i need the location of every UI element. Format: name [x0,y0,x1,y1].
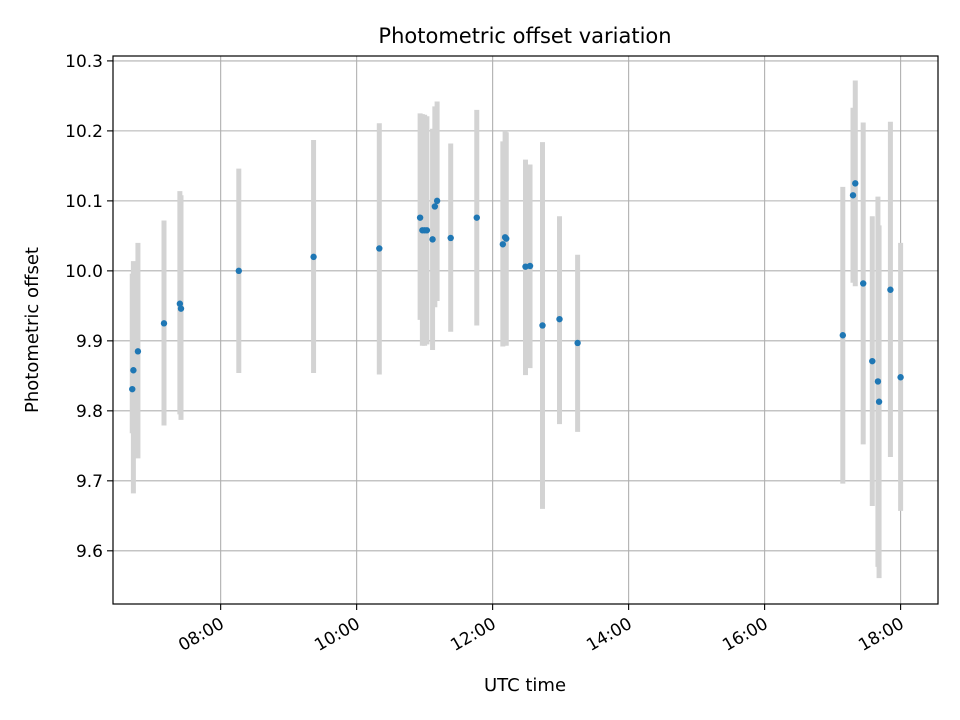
data-point [433,197,441,205]
data-point [875,398,883,405]
data-point [887,286,894,293]
y-tick-label: 10.3 [65,52,103,72]
data-point [416,214,424,221]
data-point [235,267,242,275]
data-point [310,253,317,261]
y-tick-label: 10.2 [65,122,103,142]
plot-frame [112,55,939,605]
data-point [473,214,480,221]
y-tick-label: 9.9 [76,332,103,352]
data-point [860,280,867,287]
data-point [556,315,563,323]
data-point [874,378,882,385]
data-point [429,236,436,243]
data-point [897,374,904,381]
data-point [839,332,847,339]
data-point [160,320,168,327]
data-points [129,180,904,405]
y-tick-label: 10.1 [65,192,103,212]
data-point [849,192,857,199]
y-axis-label: Photometric offset [22,247,43,413]
y-tick-label: 9.7 [76,472,103,492]
y-axis-ticks: 9.6 9.7 9.8 9.9 10.0 10.1 10.2 10.3 [65,52,113,562]
data-point [129,385,136,393]
data-point [526,262,534,270]
data-point [852,180,859,187]
data-point [539,322,546,329]
data-point [134,348,142,355]
data-point [176,300,184,307]
data-point [376,245,383,252]
chart-title: Photometric offset variation [378,24,671,48]
y-tick-label: 10.0 [65,262,103,282]
x-axis-label: UTC time [484,675,566,696]
data-point [499,241,507,248]
y-tick-label: 9.8 [76,402,103,422]
data-point [130,367,137,374]
data-point [869,357,876,365]
y-tick-label: 9.6 [76,542,103,562]
data-point [447,234,454,242]
data-point [503,235,510,242]
data-point [423,227,431,234]
data-point [574,339,581,347]
data-point [177,305,185,312]
data-point [431,203,439,210]
